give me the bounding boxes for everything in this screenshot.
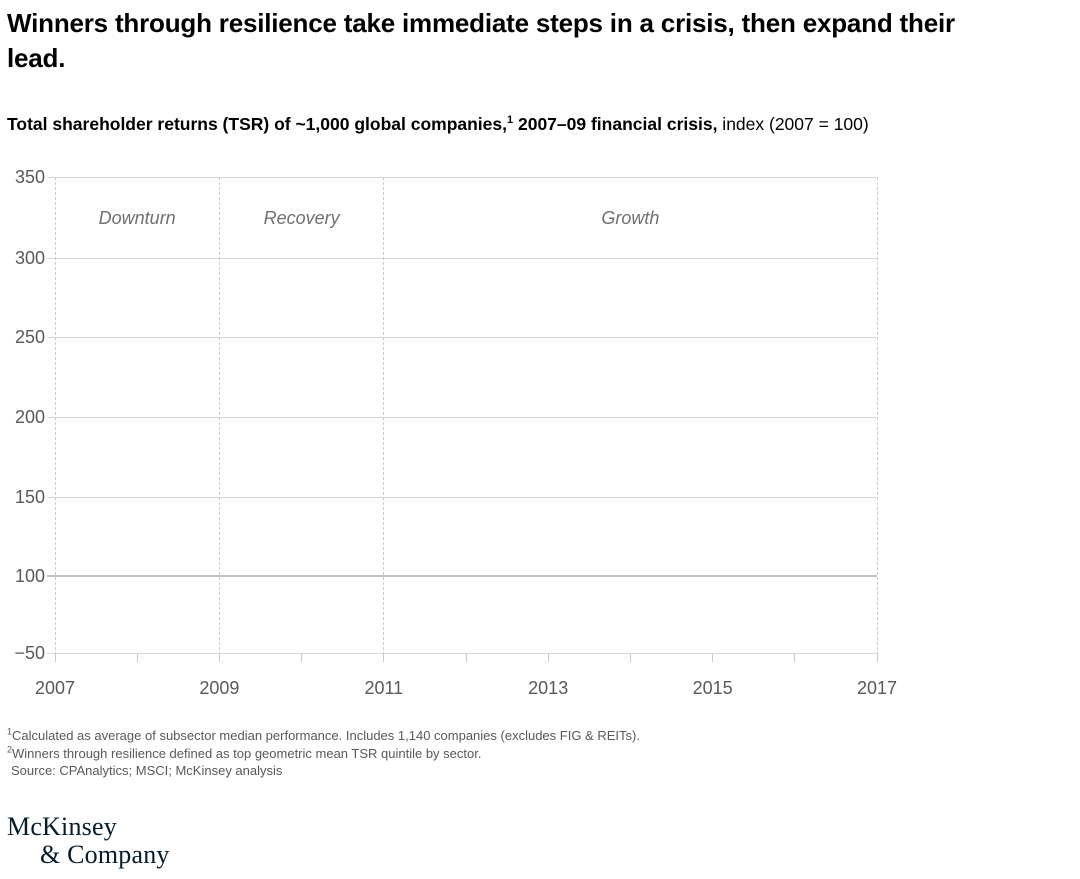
x-axis-tick-2013 (547, 654, 549, 662)
x-axis-tick-2010 (301, 654, 303, 662)
x-axis-label-2013: 2013 (528, 678, 569, 698)
x-axis-tick-2011 (383, 654, 385, 662)
x-axis-tick-2017 (876, 654, 878, 662)
gridline-200 (47, 417, 877, 418)
x-axis-tick-2009 (218, 654, 220, 662)
x-axis-tick-2016 (794, 654, 796, 662)
footnote-2-text: Winners through resilience defined as to… (12, 745, 482, 761)
x-axis-tick-2012 (465, 654, 467, 662)
phase-divider-2009 (218, 177, 220, 660)
gridline-350 (47, 177, 877, 178)
source-text: Source: CPAnalytics; MSCI; McKinsey anal… (11, 763, 283, 778)
footnote-1-text: Calculated as average of subsector media… (12, 728, 640, 743)
footnote-2: 2Winners through resilience defined as t… (7, 745, 1007, 763)
subtitle-footnote-ref: 1 (507, 114, 514, 127)
logo-line-1: McKinsey (7, 812, 117, 841)
x-axis-tick-2008 (136, 654, 138, 662)
chart-subtitle: Total shareholder returns (TSR) of ~1,00… (7, 112, 1080, 136)
x-axis-label-2015: 2015 (692, 678, 733, 698)
phase-divider-2017 (876, 177, 878, 660)
y-axis-label-200: 200 (14, 407, 45, 427)
x-axis-label-2017: 2017 (856, 678, 898, 698)
x-axis-label-2007: 2007 (34, 678, 76, 698)
phase-label-growth: Growth (601, 208, 660, 228)
logo-line-2: & Company (40, 840, 170, 869)
source-line: Source: CPAnalytics; MSCI; McKinsey anal… (7, 762, 1007, 780)
gridline--50 (47, 653, 877, 654)
gridline-300 (47, 258, 877, 259)
footnote-1: 1Calculated as average of subsector medi… (7, 727, 1007, 745)
footnote-2-marker: 2 (7, 744, 13, 755)
y-axis-label-350: 350 (14, 167, 45, 187)
gridline-150 (47, 497, 877, 498)
x-axis-tick-2015 (712, 654, 714, 662)
subtitle-units: index (2007 = 100) (717, 114, 869, 134)
mckinsey-logo: McKinsey & Company (7, 813, 170, 869)
y-axis-label-150: 150 (14, 487, 45, 507)
x-axis-tick-2014 (629, 654, 631, 662)
phase-label-downturn: Downturn (98, 208, 176, 228)
gridline-250 (47, 337, 877, 338)
y-axis-label-100: 100 (14, 566, 45, 586)
x-axis-label-2009: 2009 (199, 678, 240, 698)
page-title: Winners through resilience take immediat… (7, 6, 1075, 76)
y-axis-label-250: 250 (14, 327, 45, 347)
footnote-1-marker: 1 (7, 726, 13, 737)
subtitle-bold-2: 2007–09 financial crisis, (513, 114, 718, 134)
footnotes: 1Calculated as average of subsector medi… (7, 727, 1007, 780)
phase-divider-2011 (383, 177, 385, 660)
y-axis-label--50: −50 (14, 643, 45, 663)
y-axis-label-300: 300 (14, 248, 45, 268)
subtitle-bold-1: Total shareholder returns (TSR) of ~1,00… (7, 114, 507, 134)
x-axis-tick-2007 (54, 654, 56, 662)
title-line-1: Winners through resilience take immediat… (7, 8, 955, 38)
title-line-2: lead. (7, 43, 66, 73)
phase-label-recovery: Recovery (263, 208, 340, 228)
gridline-100 (47, 575, 877, 577)
phase-divider-2007 (54, 177, 56, 660)
x-axis-label-2011: 2011 (364, 678, 404, 698)
